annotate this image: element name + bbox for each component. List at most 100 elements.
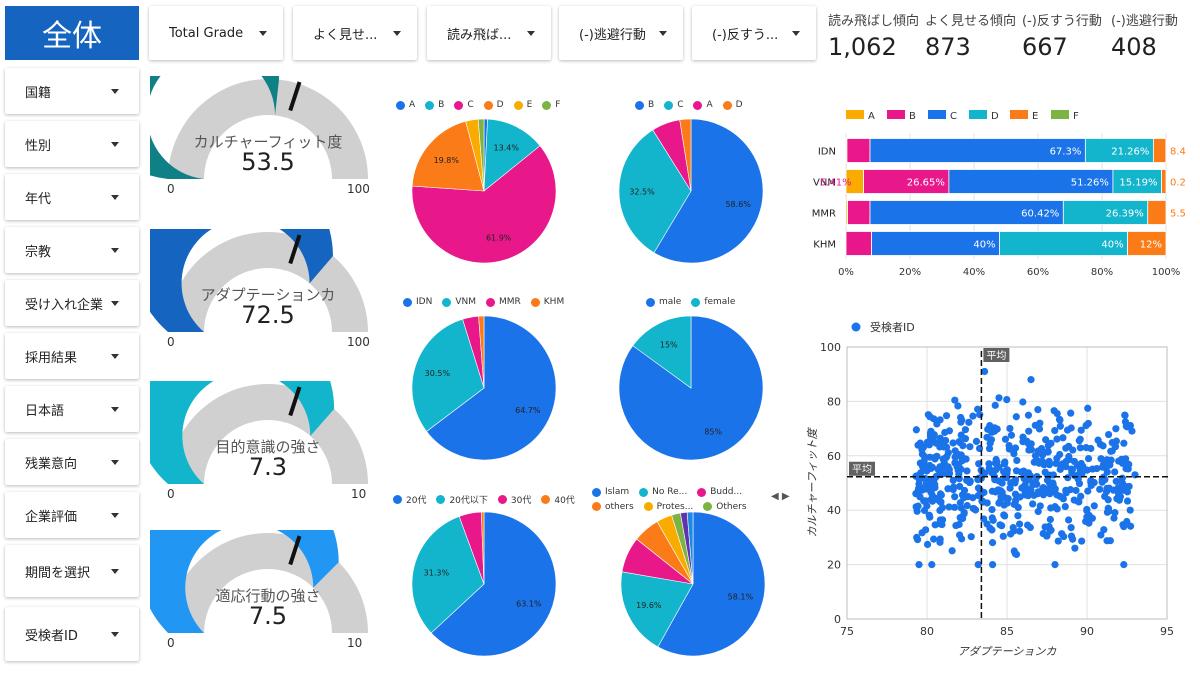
filter-overtime[interactable]: 残業意向 bbox=[5, 439, 139, 485]
gauge-max: 100 bbox=[347, 335, 370, 349]
scatter-point bbox=[1120, 561, 1128, 569]
scatter-point bbox=[926, 413, 934, 421]
scorecard-label: よく見せる傾向 bbox=[925, 14, 1017, 29]
pie-slice bbox=[618, 129, 692, 254]
scatter-point bbox=[952, 521, 960, 530]
legend-item: A bbox=[693, 100, 713, 110]
legend-dot bbox=[542, 100, 552, 110]
legend-item: VNM bbox=[442, 297, 476, 307]
gauge-fill bbox=[150, 76, 279, 179]
legend-item: 20代 bbox=[393, 493, 426, 506]
legend-swatch bbox=[928, 110, 946, 119]
x-tick-label: 75 bbox=[840, 625, 854, 638]
scatter-point bbox=[1017, 468, 1025, 476]
gauge-adaptive-behavior: 適応行動の強さ 7.5 0 10 bbox=[150, 530, 380, 650]
legend-pager[interactable]: ◀ ▶ bbox=[771, 491, 790, 502]
scatter-point bbox=[1041, 523, 1049, 531]
scatter-point bbox=[1111, 468, 1119, 476]
pie-slice bbox=[411, 516, 485, 634]
legend-dot bbox=[425, 100, 435, 110]
x-tick-label: 100% bbox=[1152, 267, 1181, 278]
gauge-title: 適応行動の強さ bbox=[215, 587, 321, 605]
chevron-down-icon bbox=[111, 406, 119, 412]
scatter-point bbox=[988, 514, 996, 522]
scatter-point bbox=[926, 453, 934, 461]
filter-label: 性別 bbox=[25, 138, 52, 154]
scatter-point bbox=[1007, 530, 1015, 538]
legend-dot bbox=[643, 502, 653, 511]
scatter-point bbox=[1024, 521, 1032, 529]
filter-yoku-mise[interactable]: よく見せ... bbox=[293, 6, 417, 60]
legend-item: D bbox=[722, 100, 743, 110]
filter-label: 宗教 bbox=[25, 244, 52, 260]
chevron-down-icon bbox=[259, 30, 267, 36]
filter-company-rating[interactable]: 企業評価 bbox=[5, 492, 139, 538]
scorecard-yomitobashi: 読み飛ばし傾向 1,062 bbox=[828, 10, 919, 61]
scatter-point bbox=[1084, 487, 1092, 495]
scatter-point bbox=[1001, 435, 1010, 443]
filter-escape-behavior[interactable]: (-)逃避行動 bbox=[559, 6, 683, 60]
filter-religion[interactable]: 宗教 bbox=[5, 227, 139, 273]
filter-period[interactable]: 期間を選択 bbox=[5, 545, 139, 597]
scatter-point bbox=[996, 521, 1004, 529]
scatter-point bbox=[941, 428, 949, 437]
scatter-point bbox=[1014, 503, 1022, 512]
pie-slice-label: 32.5% bbox=[629, 187, 655, 196]
filter-gender[interactable]: 性別 bbox=[5, 121, 139, 167]
filter-hiring-result[interactable]: 採用結果 bbox=[5, 333, 139, 379]
scatter-point bbox=[1097, 455, 1105, 463]
legend-dot bbox=[703, 502, 713, 511]
legend-dot bbox=[722, 100, 732, 110]
scatter-point bbox=[1084, 419, 1092, 428]
scatter-point bbox=[993, 486, 1001, 495]
gauge-min: 0 bbox=[167, 636, 175, 650]
chevron-down-icon bbox=[111, 512, 119, 518]
filter-host-company[interactable]: 受け入れ企業 bbox=[5, 280, 139, 326]
scatter-point bbox=[939, 455, 947, 463]
scatter-point bbox=[997, 493, 1006, 501]
scatter-point bbox=[988, 526, 996, 534]
gauge-fill bbox=[150, 229, 333, 332]
category-label: MMR bbox=[812, 209, 836, 220]
filter-age[interactable]: 年代 bbox=[5, 174, 139, 220]
scatter-point bbox=[1056, 416, 1064, 424]
scatter-point bbox=[1126, 506, 1134, 514]
scatter-point bbox=[1034, 490, 1042, 498]
filter-total-grade[interactable]: Total Grade bbox=[149, 6, 283, 60]
filter-yomitoba[interactable]: 読み飛ば... bbox=[427, 6, 551, 60]
legend-item: IDN bbox=[403, 297, 432, 307]
gauge-arc bbox=[150, 76, 368, 179]
scatter-point bbox=[1011, 476, 1020, 484]
gauge-max: 100 bbox=[347, 182, 370, 196]
y-tick-label: 0 bbox=[834, 613, 841, 626]
legend-label: B bbox=[909, 111, 916, 122]
x-tick-label: 0% bbox=[838, 267, 854, 278]
filter-label: よく見せ... bbox=[313, 27, 378, 43]
gauge-title: アダプテーションカ bbox=[200, 286, 336, 304]
scatter-point bbox=[961, 426, 970, 434]
scatter-point bbox=[1077, 492, 1085, 500]
scatter-point bbox=[1103, 468, 1111, 476]
gauge-target-marker bbox=[288, 81, 302, 112]
filter-rumination[interactable]: (-)反すう... bbox=[692, 6, 816, 60]
legend-dot bbox=[436, 495, 446, 504]
gauge-title: カルチャーフィット度 bbox=[193, 133, 343, 151]
scatter-point bbox=[1076, 466, 1084, 475]
gauge-value: 7.5 bbox=[248, 602, 288, 630]
pie-slice bbox=[411, 318, 485, 432]
scatter-point bbox=[954, 402, 962, 410]
scatter-point bbox=[1016, 527, 1024, 535]
scatter-point bbox=[976, 486, 984, 494]
scatter-point bbox=[999, 532, 1007, 540]
filter-examinee-id[interactable]: 受検者ID bbox=[5, 607, 139, 661]
pie-slice-label: 64.7% bbox=[515, 406, 541, 415]
filter-nationality[interactable]: 国籍 bbox=[5, 68, 139, 114]
gauge-target-marker bbox=[288, 386, 302, 417]
chevron-down-icon bbox=[111, 631, 119, 637]
legend-dot bbox=[592, 502, 601, 511]
filter-japanese[interactable]: 日本語 bbox=[5, 386, 139, 432]
legend-label: male bbox=[659, 297, 682, 307]
pie-slice bbox=[426, 315, 557, 461]
pie-slice bbox=[411, 121, 485, 192]
scatter-point bbox=[924, 484, 933, 492]
